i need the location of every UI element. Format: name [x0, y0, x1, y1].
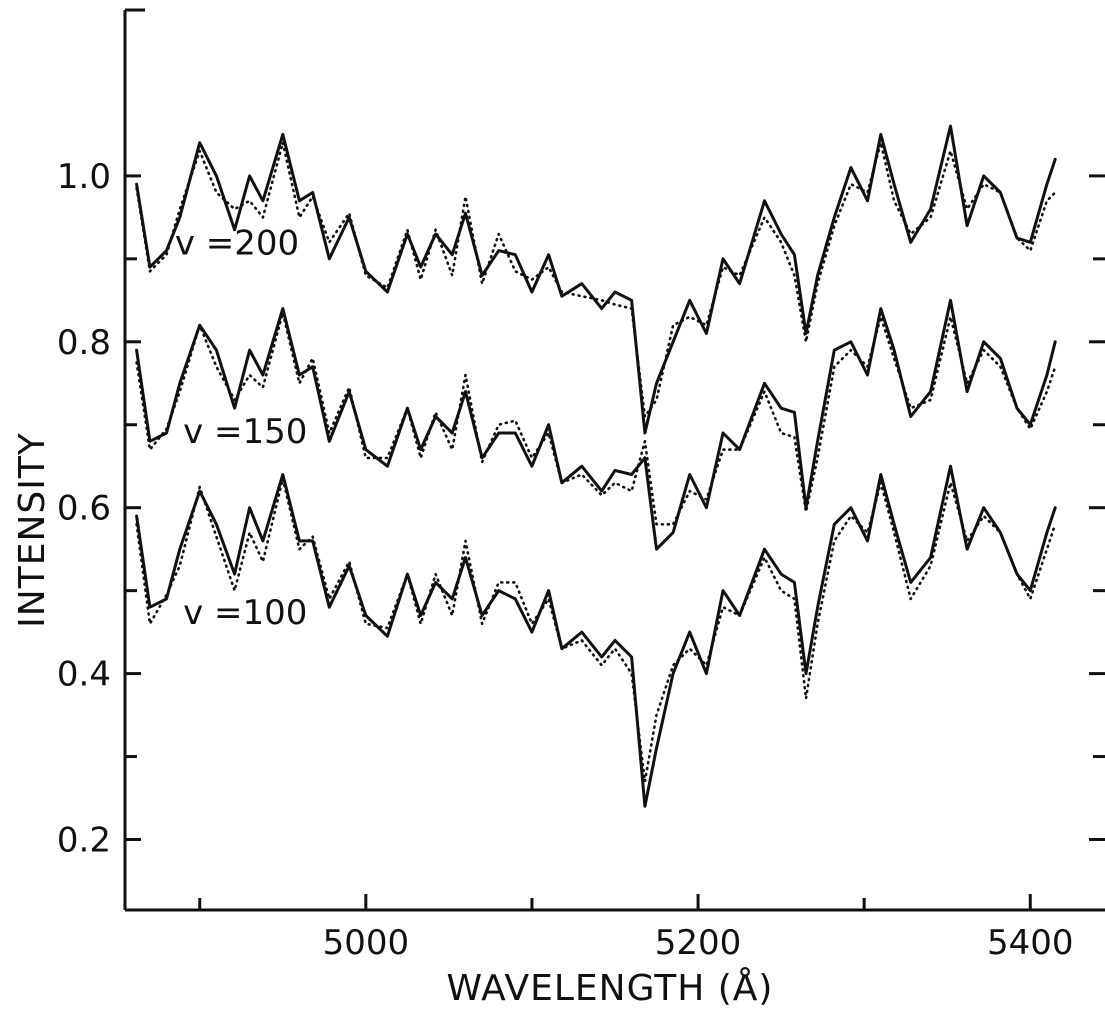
spectrum-line-dotted [135, 477, 1057, 783]
y-tick-label: 0.4 [57, 655, 111, 695]
series-group [135, 124, 1057, 808]
y-tick-label: 0.2 [57, 820, 111, 860]
spectrum-line-dotted [135, 141, 1057, 418]
axes: 0.2 0.4 0.6 0.8 1.0 5000 5200 5400 [57, 8, 1105, 963]
spectrum-line-solid [135, 464, 1057, 808]
y-tick-label: 0.6 [57, 489, 111, 529]
y-axis-title: INTENSITY [12, 432, 53, 628]
x-axis-title: WAVELENGTH (Å) [447, 966, 774, 1009]
curve-label: v =100 [183, 593, 307, 633]
curve-label: v =200 [175, 224, 299, 264]
y-tick-label: 1.0 [57, 157, 111, 197]
x-tick-label: 5000 [323, 923, 410, 963]
spectrum-line-dotted [135, 311, 1057, 526]
y-tick-label: 0.8 [57, 323, 111, 363]
x-tick-label: 5400 [987, 923, 1074, 963]
labels: v =200 v =150 v =100 [175, 224, 308, 633]
curve-label: v =150 [183, 412, 307, 452]
spectrum-line-solid [135, 124, 1057, 435]
x-tick-label: 5200 [655, 923, 742, 963]
